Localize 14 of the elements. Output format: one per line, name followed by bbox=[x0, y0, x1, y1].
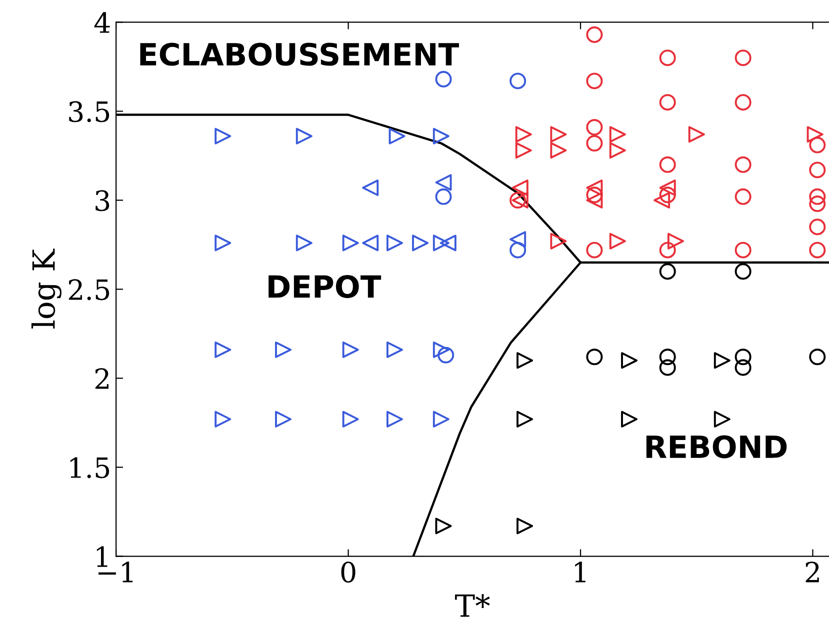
y-tick-label: 1.5 bbox=[70, 457, 110, 478]
y-tick-label: 3.5 bbox=[69, 101, 110, 122]
annotation: DEPOT bbox=[268, 274, 382, 298]
x-axis-title: T* bbox=[455, 594, 490, 617]
x-tick-label: 1 bbox=[575, 562, 586, 582]
y-tick-label: 2.5 bbox=[68, 279, 110, 300]
annotation: ECLABOUSSEMENT bbox=[140, 42, 459, 66]
x-tick-label: 0 bbox=[341, 562, 356, 583]
y-tick-label: 4 bbox=[94, 12, 110, 33]
y-tick-label: 2 bbox=[95, 368, 108, 389]
y-tick-label: 3 bbox=[96, 190, 110, 212]
annotation: REBOND bbox=[646, 435, 787, 458]
y-axis-title: log K bbox=[31, 248, 62, 328]
x-tick-label: 2 bbox=[806, 562, 819, 582]
